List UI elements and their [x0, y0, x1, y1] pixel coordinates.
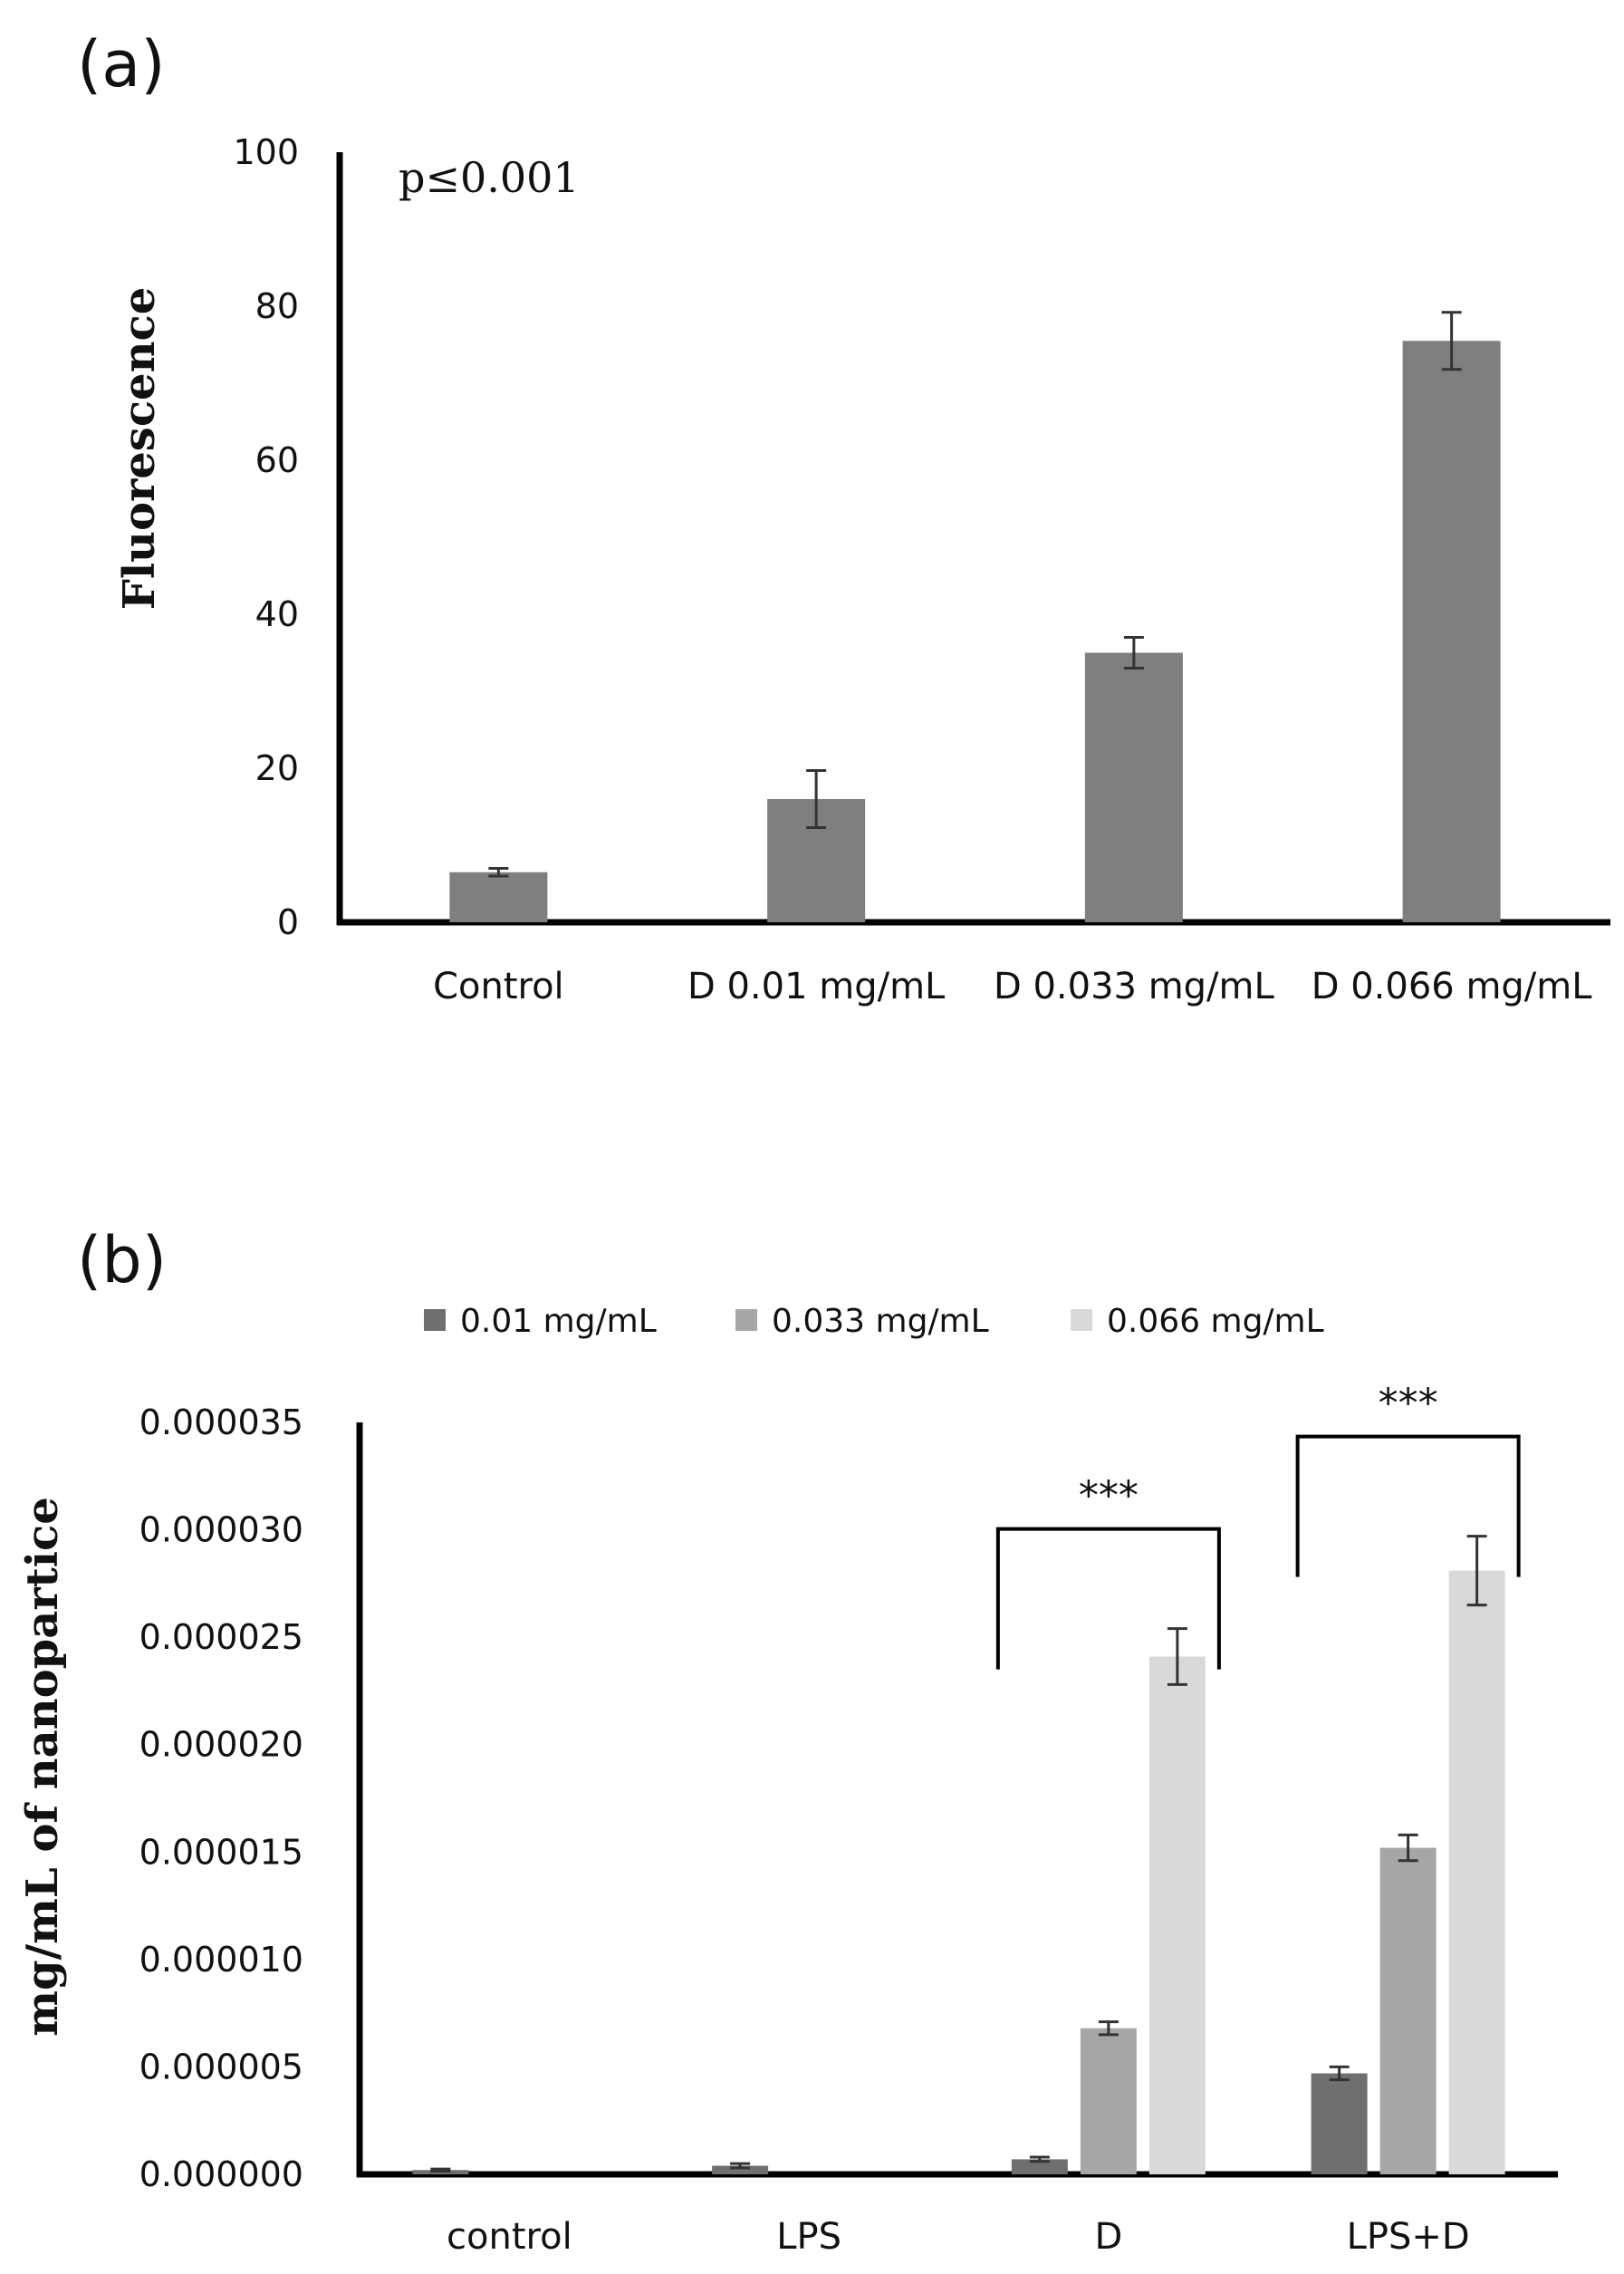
panel-a-x-tick-label: D 0.066 mg/mL	[1312, 966, 1593, 1007]
panel-b-y-tick-label: 0.000020	[139, 1725, 303, 1765]
panel-b-bar	[1011, 2159, 1068, 2174]
panel-b-y-tick-label: 0.000005	[139, 2047, 303, 2086]
significance-bracket	[1295, 1434, 1521, 1577]
panel-a-x-tick-label: D 0.033 mg/mL	[994, 966, 1275, 1007]
panel-b-bar	[1080, 2028, 1137, 2174]
panel-b-y-tick-label: 0.000030	[139, 1510, 303, 1550]
significance-bracket	[995, 1527, 1221, 1670]
legend-label: 0.01 mg/mL	[460, 1303, 657, 1340]
panel-a-bar	[1084, 652, 1183, 922]
panel-b-x-tick-label: LPS	[776, 2216, 841, 2258]
panel-a-y-axis-label: Fluorescence	[114, 287, 165, 611]
legend-swatch	[735, 1309, 757, 1331]
panel-b-bar	[1311, 2073, 1368, 2174]
panel-a-bar	[449, 872, 548, 922]
panel-b-x-tick-label: LPS+D	[1347, 2216, 1470, 2258]
legend-label: 0.033 mg/mL	[772, 1303, 989, 1340]
panel-a-x-tick-label: D 0.01 mg/mL	[687, 966, 946, 1007]
panel-b-plot: 0.000000 0.000005 0.000010 0.000015 0.000020…	[139, 1381, 1558, 2258]
panel-b-y-tick-label: 0.000010	[139, 1940, 303, 1980]
significance-label: ***	[1379, 1381, 1438, 1427]
panel-a-y-tick-label: 0	[277, 902, 299, 942]
panel-b-x-tick-label: D	[1094, 2216, 1122, 2258]
panel-b-bar	[1379, 1847, 1437, 2174]
panel-b-y-axis-label: mg/mL of nanopartice	[17, 1497, 68, 2037]
legend-swatch	[424, 1309, 446, 1331]
panel-b-bar	[1148, 1656, 1206, 2174]
panel-b-y-tick-label: 0.000015	[139, 1832, 303, 1872]
panel-a-y-tick-label: 60	[255, 440, 299, 480]
significance-label: ***	[1079, 1473, 1139, 1519]
panel-a-bar	[1402, 341, 1501, 922]
panel-b-bar	[712, 2165, 769, 2174]
panel-b-legend: 0.01 mg/mL 0.033 mg/mL 0.066 mg/mL	[424, 1303, 1324, 1340]
panel-a-label: (a)	[77, 27, 166, 101]
panel-a-y-tick-label: 80	[255, 286, 299, 326]
panel-b-y-tick-label: 0.000000	[139, 2154, 303, 2194]
panel-b-y-tick-label: 0.000025	[139, 1617, 303, 1657]
panel-b-y-tick-label: 0.000035	[139, 1402, 303, 1442]
panel-b-x-tick-label: control	[447, 2216, 572, 2258]
panel-a-x-tick-label: Control	[433, 966, 564, 1007]
panel-a-p-value: p≤0.001	[399, 153, 580, 202]
panel-b-label: (b)	[77, 1223, 167, 1297]
legend-swatch	[1071, 1309, 1092, 1331]
panel-a-y-tick-label: 40	[255, 594, 299, 634]
panel-b-bar	[1448, 1570, 1505, 2174]
panel-a-plot: 0 20 40 60 80 100 Control D 0.01 mg/mL D 0.033 m…	[233, 132, 1610, 1007]
panel-a-y-tick-label: 100	[233, 132, 299, 172]
panel-a-y-tick-label: 20	[255, 748, 299, 788]
legend-label: 0.066 mg/mL	[1107, 1303, 1324, 1340]
